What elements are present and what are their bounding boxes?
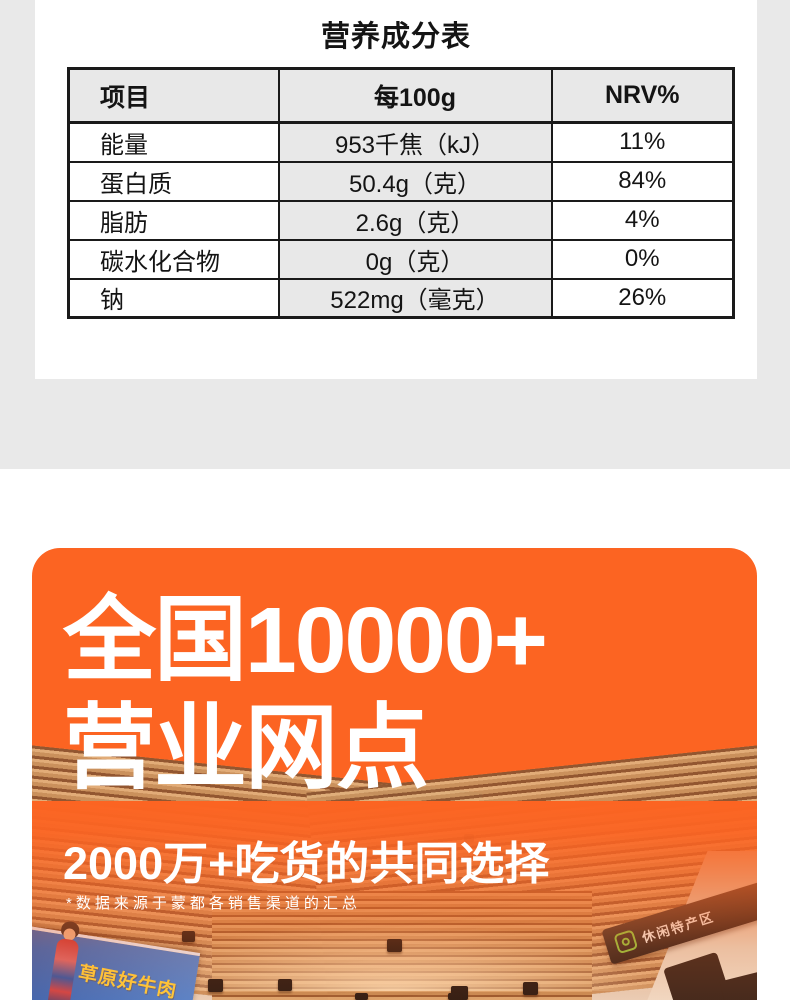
cell-nrv: 26% — [550, 277, 735, 319]
cell-nrv: 0% — [550, 238, 735, 280]
cell-nrv: 11% — [550, 121, 735, 163]
nutrition-title: 营养成分表 — [320, 21, 471, 53]
promo-card: 全国10000+ 营业网点 2000万+吃货的共同选择 *数据来源于蒙都各销售渠… — [32, 548, 757, 1000]
cell-per100g: 50.4g（克） — [277, 160, 553, 202]
store-photo: 休闲特产区 草原好牛肉 — [32, 740, 757, 1000]
cell-per100g: 522mg（毫克） — [277, 277, 553, 319]
column-header-per100g: 每100g — [277, 67, 553, 124]
column-header-nrv: NRV% — [550, 67, 735, 124]
table-row: 蛋白质 50.4g（克） 84% — [67, 160, 735, 202]
cell-per100g: 953千焦（kJ） — [277, 121, 553, 163]
table-row: 碳水化合物 0g（克） 0% — [67, 238, 735, 280]
cell-item: 碳水化合物 — [67, 238, 280, 280]
cell-nrv: 84% — [550, 160, 735, 202]
nutrition-table: 项目 每100g NRV% 能量 953千焦（kJ） 11% 蛋白质 50.4g… — [67, 67, 735, 319]
cell-item: 蛋白质 — [67, 160, 280, 202]
promo-headline: 全国10000+ 营业网点 — [63, 586, 548, 802]
cell-item: 能量 — [67, 121, 280, 163]
promo-subheadline: 2000万+吃货的共同选择 — [63, 838, 550, 889]
column-header-item: 项目 — [67, 67, 280, 124]
table-row: 钠 522mg（毫克） 26% — [67, 277, 735, 319]
promo-footnote: *数据来源于蒙都各销售渠道的汇总 — [66, 895, 361, 912]
table-header-row: 项目 每100g NRV% — [67, 67, 735, 124]
cell-item: 钠 — [67, 277, 280, 319]
cell-item: 脂肪 — [67, 199, 280, 241]
table-row: 能量 953千焦（kJ） 11% — [67, 121, 735, 163]
promo-headline-line2: 营业网点 — [63, 696, 429, 800]
orange-fade-overlay — [32, 801, 757, 1000]
promo-headline-line1: 全国10000+ — [63, 588, 548, 692]
cell-nrv: 4% — [550, 199, 735, 241]
nutrition-card: 营养成分表 项目 每100g NRV% 能量 953千焦（kJ） 11% 蛋白质… — [35, 0, 757, 379]
cell-per100g: 0g（克） — [277, 238, 553, 280]
table-row: 脂肪 2.6g（克） 4% — [67, 199, 735, 241]
cell-per100g: 2.6g（克） — [277, 199, 553, 241]
